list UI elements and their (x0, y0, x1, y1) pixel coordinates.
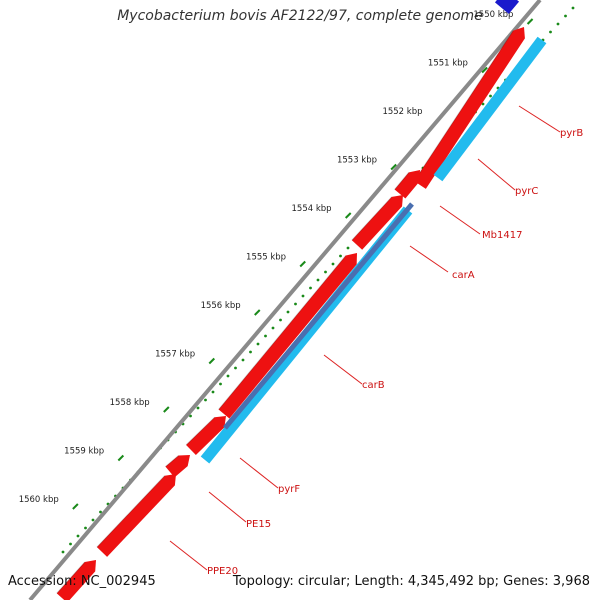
tick-label: 1551 kbp (428, 59, 468, 69)
tick-dot (91, 518, 95, 522)
tick-label: 1556 kbp (201, 301, 241, 311)
tick-dot (189, 414, 192, 418)
tick-dot (249, 350, 252, 354)
tick-dot (271, 326, 275, 330)
tick-label: 1555 kbp (246, 253, 286, 263)
gene-label-line (518, 105, 561, 133)
gene-label-ppe20: PPE20 (207, 566, 238, 577)
tick-dot (301, 294, 305, 298)
tick-dot (76, 534, 80, 538)
gene-label-carb: carB (362, 380, 385, 391)
gene-label-pyrf: pyrF (278, 484, 300, 495)
gene-label-pe15: PE15 (246, 519, 271, 530)
gene-shadow (185, 416, 216, 446)
tick-dot (571, 6, 575, 10)
gene-track (56, 0, 547, 600)
genome-backbone (28, 0, 542, 600)
tick-dot (564, 14, 567, 18)
tick-label: 1552 kbp (382, 107, 422, 117)
tick-dot (256, 342, 260, 346)
forward-gene (351, 195, 403, 250)
tick-mark (163, 406, 170, 413)
accession-text: Accession: NC_002945 (8, 574, 156, 589)
forward-gene (218, 253, 357, 419)
tick-label: 1554 kbp (292, 204, 332, 214)
tick-labels: 1550 kbp 1551 kbp 1552 kbp 1553 kbp 1554 kbp… (19, 10, 534, 510)
tick-dot (346, 246, 350, 250)
tick-dot (69, 542, 72, 546)
tick-dot (481, 102, 485, 106)
gene-label-line (169, 540, 208, 571)
tick-dot (219, 382, 222, 386)
tick-mark (344, 212, 352, 219)
tick-label: 1559 kbp (64, 447, 104, 457)
tick-dot (489, 94, 492, 98)
tick-mark (117, 454, 125, 462)
tick-dot (226, 374, 230, 378)
tick-mark (526, 18, 534, 25)
gene-label-line (439, 205, 481, 235)
forward-gene (394, 170, 420, 199)
top-gene (494, 0, 520, 14)
map-title: Mycobacterium bovis AF2122/97, complete … (117, 8, 483, 24)
forward-gene (414, 27, 525, 189)
tick-dot (556, 22, 560, 26)
forward-gene (56, 560, 96, 600)
gene-shadow (394, 172, 410, 190)
tick-dot (84, 526, 87, 530)
tick-dot (279, 318, 282, 322)
gene-shadow (351, 196, 393, 241)
genome-summary-text: Topology: circular; Length: 4,345,492 bp… (232, 574, 590, 589)
tick-mark (72, 503, 79, 510)
tick-dot (324, 270, 327, 274)
tick-dot (331, 262, 335, 266)
tick-dot (196, 406, 200, 410)
tick-mark (208, 357, 215, 365)
gene-shadow (218, 255, 347, 410)
tick-dot (316, 278, 320, 282)
tick-dot (234, 366, 237, 370)
reverse-gene (433, 36, 547, 182)
gene-label-cara: carA (452, 270, 475, 281)
tick-dot (61, 550, 65, 554)
tick-mark (254, 309, 261, 316)
tick-label: 1560 kbp (19, 495, 59, 505)
gene-label-pyrc: pyrC (515, 186, 538, 197)
tick-dot (264, 334, 267, 338)
gene-label-line (208, 491, 247, 523)
tick-dot (309, 286, 312, 290)
tick-dot (99, 510, 102, 514)
gene-labels: pyrB pyrC Mb1417 carA carB pyrF PE15 PPE20 (169, 105, 583, 577)
gene-shadow (56, 561, 86, 594)
gene-label-line (323, 354, 363, 385)
gene-label-line (239, 457, 279, 489)
forward-gene (165, 455, 190, 478)
tick-dot (294, 302, 297, 306)
tick-dot (286, 310, 290, 314)
tick-label: 1557 kbp (155, 350, 195, 360)
gene-label-line (477, 158, 516, 191)
highlighted-gene (223, 202, 414, 430)
tick-dot (211, 390, 215, 394)
gene-shadow (413, 30, 514, 182)
gene-label-mb1417: Mb1417 (482, 230, 522, 241)
tick-dot (241, 358, 245, 362)
tick-mark (481, 66, 488, 74)
tick-dot (339, 254, 342, 258)
tick-mark (299, 260, 306, 268)
tick-label: 1553 kbp (337, 156, 377, 166)
gene-shadow (96, 475, 166, 548)
tick-mark (390, 163, 397, 171)
tick-dot (204, 398, 207, 402)
gene-label-line (409, 245, 449, 273)
gene-shadow (165, 455, 179, 468)
forward-gene (96, 474, 176, 557)
gene-label-pyrb: pyrB (560, 128, 583, 139)
tick-label: 1550 kbp (473, 10, 513, 20)
tick-label: 1558 kbp (110, 398, 150, 408)
forward-gene (186, 416, 226, 456)
tick-dot (549, 30, 552, 34)
